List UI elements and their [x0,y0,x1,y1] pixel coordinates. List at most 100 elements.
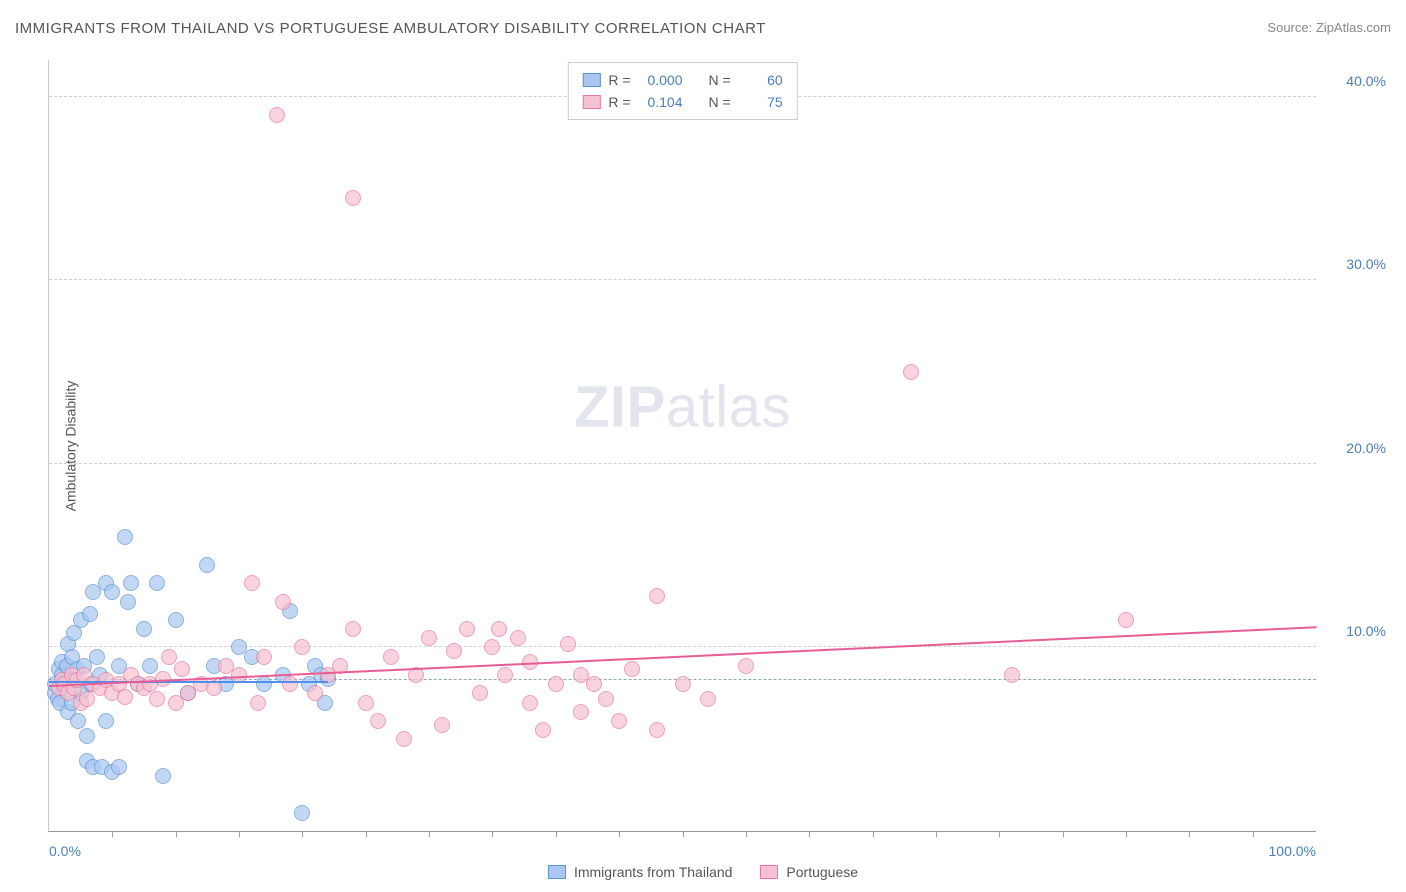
data-point-portuguese [649,588,665,604]
watermark-bold: ZIP [574,374,666,439]
legend-correlation: R = 0.000 N = 60 R = 0.104 N = 75 [567,62,797,120]
data-point-portuguese [700,691,716,707]
x-tick-mark [873,831,874,837]
x-tick-mark [1063,831,1064,837]
r-value: 0.104 [639,91,683,113]
x-tick-mark [936,831,937,837]
x-tick-label: 100.0% [1269,843,1316,859]
x-tick-label: 0.0% [49,843,81,859]
x-tick-mark [1253,831,1254,837]
r-value: 0.000 [639,69,683,91]
x-tick-mark [176,831,177,837]
data-point-portuguese [149,691,165,707]
n-value: 60 [739,69,783,91]
legend-correlation-row: R = 0.104 N = 75 [582,91,782,113]
data-point-thailand [82,606,98,622]
x-tick-mark [112,831,113,837]
data-point-portuguese [560,636,576,652]
data-point-thailand [123,575,139,591]
data-point-portuguese [161,649,177,665]
legend-swatch [760,865,778,879]
legend-series-label: Immigrants from Thailand [574,864,732,880]
data-point-portuguese [522,695,538,711]
legend-swatch [548,865,566,879]
data-point-thailand [104,584,120,600]
data-point-portuguese [1118,612,1134,628]
data-point-portuguese [491,621,507,637]
data-point-thailand [136,621,152,637]
legend-correlation-row: R = 0.000 N = 60 [582,69,782,91]
data-point-thailand [111,759,127,775]
y-tick-label: 30.0% [1346,256,1386,272]
data-point-portuguese [174,661,190,677]
gridline [49,463,1316,464]
data-point-portuguese [244,575,260,591]
r-label: R = [608,69,630,91]
legend-swatch [582,73,600,87]
data-point-thailand [89,649,105,665]
x-tick-mark [239,831,240,837]
data-point-portuguese [738,658,754,674]
data-point-portuguese [624,661,640,677]
data-point-portuguese [446,643,462,659]
x-tick-mark [366,831,367,837]
data-point-portuguese [358,695,374,711]
data-point-portuguese [396,731,412,747]
data-point-portuguese [535,722,551,738]
data-point-thailand [149,575,165,591]
r-label: R = [608,91,630,113]
legend-series-item: Immigrants from Thailand [548,864,732,880]
data-point-portuguese [307,685,323,701]
data-point-portuguese [421,630,437,646]
chart-container: IMMIGRANTS FROM THAILAND VS PORTUGUESE A… [0,0,1406,892]
data-point-portuguese [649,722,665,738]
legend-series: Immigrants from Thailand Portuguese [548,864,858,880]
data-point-portuguese [459,621,475,637]
source-attribution: Source: ZipAtlas.com [1267,20,1391,35]
legend-series-item: Portuguese [760,864,858,880]
data-point-portuguese [548,676,564,692]
data-point-portuguese [903,364,919,380]
data-point-portuguese [294,639,310,655]
source-label: Source: [1267,20,1312,35]
data-point-thailand [294,805,310,821]
plot-area: ZIPatlas R =0.000N =60R =0.104N =75 10.0… [48,60,1316,832]
source-link[interactable]: ZipAtlas.com [1316,20,1391,35]
x-tick-mark [746,831,747,837]
data-point-portuguese [472,685,488,701]
n-label: N = [709,69,731,91]
data-point-portuguese [484,639,500,655]
n-label: N = [709,91,731,113]
gridline [49,279,1316,280]
data-point-portuguese [598,691,614,707]
data-point-thailand [199,557,215,573]
data-point-portuguese [117,689,133,705]
data-point-portuguese [256,649,272,665]
x-tick-mark [1126,831,1127,837]
data-point-portuguese [282,676,298,692]
data-point-thailand [98,713,114,729]
chart-title: IMMIGRANTS FROM THAILAND VS PORTUGUESE A… [15,20,766,37]
data-point-portuguese [510,630,526,646]
y-tick-label: 40.0% [1346,73,1386,89]
n-value: 75 [739,91,783,113]
watermark: ZIPatlas [574,373,791,440]
data-point-portuguese [345,621,361,637]
data-point-thailand [155,768,171,784]
x-tick-mark [492,831,493,837]
data-point-thailand [70,713,86,729]
data-point-portuguese [497,667,513,683]
data-point-thailand [79,728,95,744]
data-point-portuguese [345,190,361,206]
data-point-portuguese [573,667,589,683]
watermark-light: atlas [666,374,791,439]
data-point-portuguese [275,594,291,610]
data-point-portuguese [1004,667,1020,683]
data-point-portuguese [573,704,589,720]
x-tick-mark [429,831,430,837]
data-point-portuguese [269,107,285,123]
data-point-portuguese [250,695,266,711]
data-point-thailand [117,529,133,545]
y-tick-label: 10.0% [1346,623,1386,639]
data-point-thailand [256,676,272,692]
